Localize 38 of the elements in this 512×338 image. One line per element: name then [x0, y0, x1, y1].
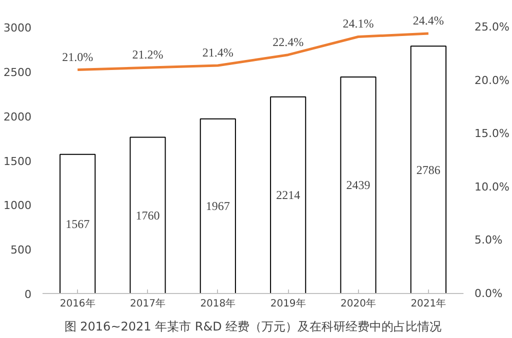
y2-tick-label: 0.0%	[474, 287, 502, 300]
bar	[340, 76, 376, 294]
bar	[60, 154, 96, 294]
data-label: 21.2%	[132, 48, 164, 62]
data-label: 2786	[416, 162, 440, 177]
y2-tick-label: 25.0%	[474, 20, 510, 34]
x-tick-label: 2020年	[340, 298, 376, 310]
data-label: 24.1%	[342, 16, 374, 31]
data-label: 1760	[136, 208, 160, 222]
x-tick-label: 2016年	[60, 298, 96, 310]
y2-tick-label: 10.0%	[474, 180, 510, 194]
y2-tick-label: 5.0%	[474, 234, 502, 247]
bar	[410, 46, 446, 294]
x-tick-label: 2021年	[410, 298, 446, 310]
y-tick-label: 3000	[4, 22, 32, 35]
bar	[270, 96, 306, 294]
data-label: 24.4%	[412, 14, 444, 28]
bar	[130, 136, 166, 294]
caption: 图 2016~2021 年某市 R&D 经费（万元）及在科研经费中的占比情况	[64, 320, 442, 334]
data-label: 1967	[206, 199, 230, 214]
x-tick-label: 2019年	[270, 298, 306, 310]
y2-tick-label: 15.0%	[474, 127, 510, 140]
y-tick-label: 1000	[4, 199, 32, 212]
y-tick-label: 2000	[4, 110, 32, 124]
data-label: 1567	[66, 216, 90, 231]
y2-tick-label: 20.0%	[474, 74, 510, 87]
bar	[200, 118, 236, 294]
y-tick-label: 0	[24, 288, 32, 301]
data-label: 22.4%	[272, 34, 304, 49]
data-label: 21.0%	[62, 50, 94, 64]
y-tick-label: 2500	[4, 66, 32, 80]
y-tick-label: 1500	[4, 154, 32, 168]
data-label: 21.4%	[202, 46, 234, 60]
data-label: 2214	[276, 188, 300, 202]
x-tick-label: 2017年	[130, 298, 166, 310]
x-tick-label: 2018年	[200, 298, 236, 310]
data-label: 2439	[346, 178, 370, 192]
y-tick-label: 500	[10, 244, 32, 257]
